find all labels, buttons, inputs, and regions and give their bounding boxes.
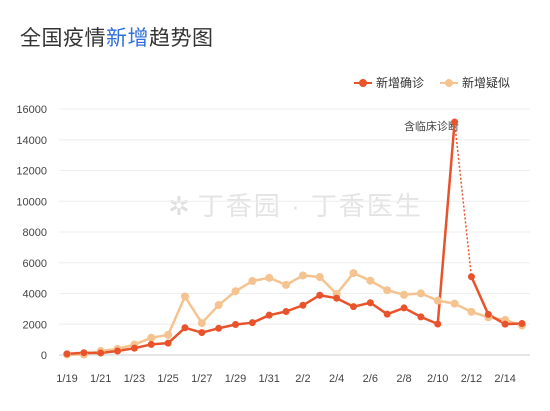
- data-point-suspected[interactable]: [383, 286, 392, 295]
- data-point-suspected[interactable]: [282, 280, 291, 289]
- legend-item-confirmed[interactable]: 新增确诊: [353, 74, 424, 91]
- data-point-suspected[interactable]: [197, 319, 206, 328]
- data-point-confirmed[interactable]: [114, 347, 122, 355]
- data-point-confirmed[interactable]: [215, 324, 223, 332]
- series-line-confirmed: [66, 121, 456, 356]
- series-line-confirmed-dashed: [453, 121, 473, 277]
- data-point-confirmed[interactable]: [265, 311, 273, 319]
- title-part-2: 趋势图: [149, 27, 214, 50]
- data-point-confirmed[interactable]: [434, 320, 442, 328]
- x-tick-label: 2/12: [461, 373, 482, 385]
- data-point-confirmed[interactable]: [333, 294, 341, 302]
- data-point-confirmed[interactable]: [383, 310, 391, 318]
- chart-annotation-group: 含临床诊断: [404, 119, 459, 133]
- series-line-confirmed-after: [470, 276, 523, 326]
- y-tick-label: 2000: [23, 319, 47, 331]
- data-point-suspected[interactable]: [467, 307, 476, 316]
- data-point-suspected[interactable]: [450, 299, 459, 308]
- data-point-suspected[interactable]: [147, 333, 156, 342]
- data-point-confirmed[interactable]: [181, 324, 189, 332]
- data-point-suspected[interactable]: [315, 273, 324, 282]
- data-point-confirmed[interactable]: [63, 350, 71, 358]
- data-point-confirmed[interactable]: [501, 320, 509, 328]
- data-point-confirmed[interactable]: [248, 319, 256, 327]
- y-tick-label: 0: [41, 350, 47, 362]
- data-point-confirmed[interactable]: [349, 303, 357, 311]
- y-tick-label: 14000: [16, 135, 47, 147]
- data-point-confirmed[interactable]: [282, 308, 290, 316]
- data-point-confirmed[interactable]: [299, 301, 307, 309]
- data-point-suspected[interactable]: [265, 273, 274, 282]
- x-tick-label: 1/23: [124, 373, 145, 385]
- x-tick-label: 1/31: [259, 373, 280, 385]
- data-point-confirmed[interactable]: [484, 310, 492, 318]
- data-point-suspected[interactable]: [164, 330, 173, 339]
- watermark: ✲ 丁香园 · 丁香医生: [168, 186, 423, 223]
- data-point-confirmed[interactable]: [147, 340, 155, 348]
- y-tick-label: 16000: [16, 104, 47, 116]
- x-tick-label: 2/10: [427, 373, 448, 385]
- legend-item-suspected[interactable]: 新增疑似: [439, 74, 510, 91]
- data-point-suspected[interactable]: [231, 287, 240, 296]
- data-point-suspected[interactable]: [298, 271, 307, 280]
- y-axis-ticks: 0 2000 4000 6000 8000 10000 12000 14000 16000: [16, 104, 47, 362]
- series-lines: [66, 121, 523, 356]
- y-tick-label: 4000: [23, 289, 47, 301]
- chart-grid: [59, 108, 530, 356]
- data-point-suspected[interactable]: [248, 277, 257, 286]
- x-tick-label: 2/2: [295, 373, 310, 385]
- data-point-suspected[interactable]: [214, 301, 223, 310]
- data-point-suspected[interactable]: [433, 296, 442, 305]
- y-tick-label: 12000: [16, 166, 47, 178]
- data-point-confirmed[interactable]: [316, 291, 324, 299]
- x-tick-label: 2/4: [329, 373, 344, 385]
- series-points: [63, 118, 526, 359]
- data-point-suspected[interactable]: [180, 292, 189, 301]
- data-point-suspected[interactable]: [416, 289, 425, 298]
- data-point-confirmed[interactable]: [467, 273, 475, 281]
- chart-title: 全国疫情新增趋势图: [20, 22, 214, 52]
- data-point-suspected[interactable]: [366, 276, 375, 285]
- data-point-confirmed[interactable]: [164, 339, 172, 347]
- x-tick-label: 2/14: [494, 373, 515, 385]
- leaf-logo-icon: ✲: [168, 191, 192, 221]
- title-highlight: 新增: [106, 27, 149, 50]
- legend-label-suspected: 新增疑似: [461, 76, 510, 90]
- data-point-confirmed[interactable]: [417, 313, 425, 321]
- legend-label-confirmed: 新增确诊: [375, 76, 424, 90]
- legend-swatch-confirmed: [353, 78, 372, 88]
- data-point-confirmed[interactable]: [130, 344, 138, 352]
- data-point-confirmed[interactable]: [198, 329, 206, 337]
- data-point-confirmed[interactable]: [80, 349, 88, 357]
- data-point-confirmed[interactable]: [400, 304, 408, 312]
- x-tick-label: 1/25: [157, 373, 178, 385]
- x-tick-label: 1/21: [90, 373, 111, 385]
- watermark-text: 丁香园 · 丁香医生: [197, 191, 423, 221]
- data-point-confirmed[interactable]: [518, 320, 526, 328]
- legend-swatch-suspected: [439, 78, 458, 88]
- data-point-suspected[interactable]: [400, 290, 409, 299]
- x-axis-ticks: 1/19 1/21 1/23 1/25 1/27 1/29 1/31 2/2 2/4 2/6 2/8…: [56, 373, 516, 385]
- annotation-label: 含临床诊断: [404, 119, 459, 133]
- data-point-confirmed[interactable]: [97, 349, 105, 357]
- x-tick-label: 2/6: [363, 373, 378, 385]
- series-line-suspected: [66, 271, 523, 356]
- x-tick-label: 1/27: [191, 373, 212, 385]
- y-tick-label: 10000: [16, 196, 47, 208]
- x-tick-label: 1/19: [56, 373, 77, 385]
- x-tick-label: 1/29: [225, 373, 246, 385]
- y-tick-label: 6000: [23, 258, 47, 270]
- data-point-confirmed[interactable]: [366, 299, 374, 307]
- y-tick-label: 8000: [23, 227, 47, 239]
- data-point-confirmed[interactable]: [451, 118, 459, 126]
- data-point-confirmed[interactable]: [232, 321, 240, 329]
- chart-legend: 新增确诊 新增疑似: [353, 74, 510, 91]
- data-point-suspected[interactable]: [349, 269, 358, 278]
- x-tick-label: 2/8: [396, 373, 411, 385]
- title-part-1: 全国疫情: [20, 27, 106, 50]
